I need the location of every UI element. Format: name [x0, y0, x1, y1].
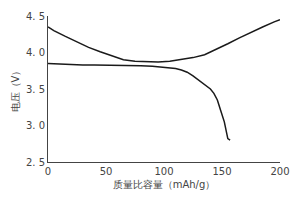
svg-text:200: 200	[270, 166, 289, 177]
svg-text:4. 5: 4. 5	[26, 11, 45, 22]
svg-text:质量比容量（mAh/g）: 质量比容量（mAh/g）	[113, 179, 216, 190]
svg-text:3. 0: 3. 0	[26, 120, 45, 131]
svg-text:0: 0	[45, 166, 51, 177]
svg-text:2. 5: 2. 5	[26, 157, 45, 168]
svg-text:3. 5: 3. 5	[26, 84, 45, 95]
svg-text:4. 0: 4. 0	[26, 47, 45, 58]
svg-text:电压（V）: 电压（V）	[10, 66, 21, 113]
svg-text:100: 100	[154, 166, 173, 177]
svg-text:50: 50	[100, 166, 113, 177]
svg-text:150: 150	[212, 166, 231, 177]
